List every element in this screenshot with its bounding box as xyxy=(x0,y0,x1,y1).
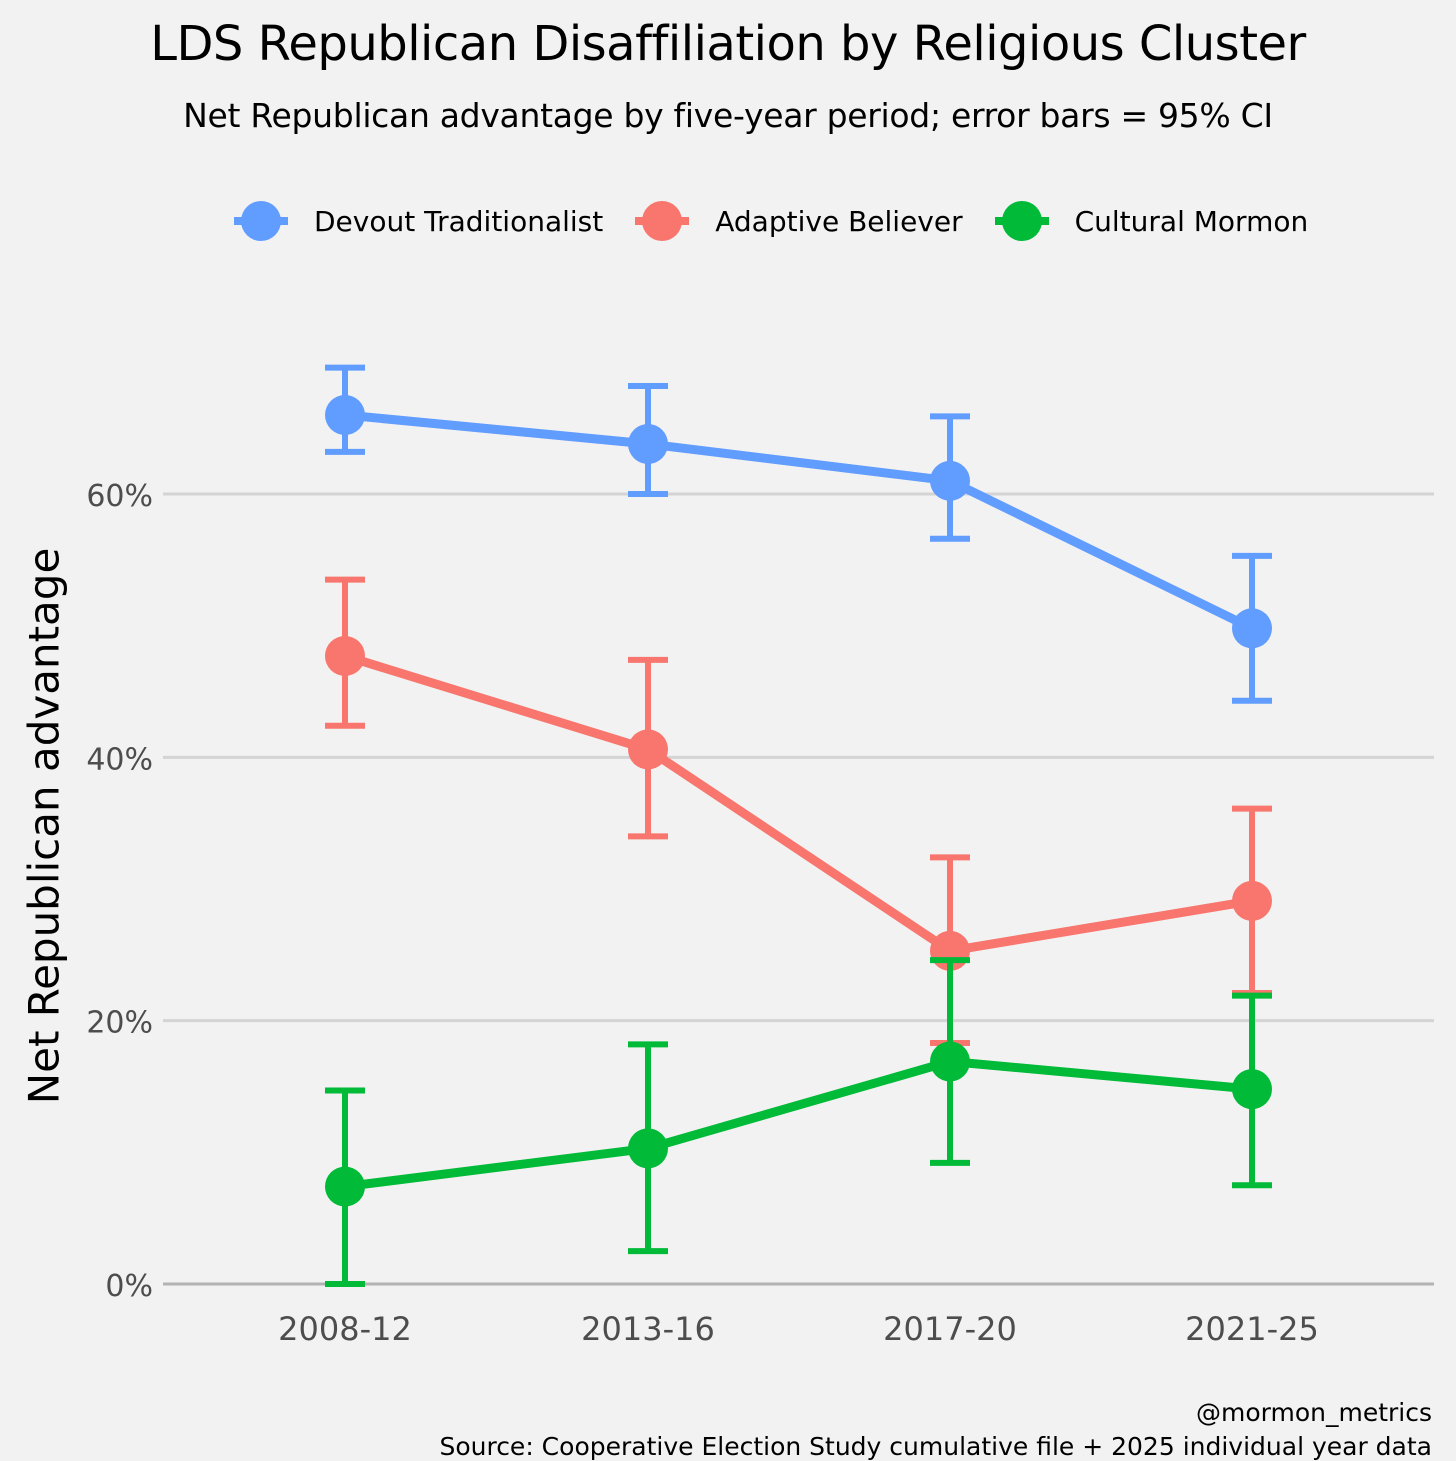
data-point-cultural-mormon xyxy=(325,1166,365,1207)
series-line-devout-traditionalist xyxy=(344,410,1254,633)
data-point-devout-traditionalist xyxy=(930,460,970,501)
legend-item-devout-traditionalist: Devout Traditionalist xyxy=(228,196,603,246)
data-point-devout-traditionalist xyxy=(1232,608,1272,649)
series-line-cultural-mormon xyxy=(344,1056,1253,1192)
y-tick-label: 60% xyxy=(86,479,153,514)
y-tick-label: 0% xyxy=(105,1269,153,1304)
legend: Devout Traditionalist Adaptive Believer … xyxy=(228,196,1334,246)
data-point-devout-traditionalist xyxy=(325,395,365,435)
x-tick-label: 2013-16 xyxy=(581,1310,715,1348)
data-point-cultural-mormon xyxy=(1232,1069,1272,1110)
x-tick-label: 2008-12 xyxy=(278,1310,412,1348)
data-point-cultural-mormon xyxy=(930,1041,970,1082)
caption-handle: @mormon_metrics xyxy=(1195,1398,1432,1427)
chart-subtitle: Net Republican advantage by five-year pe… xyxy=(183,96,1273,135)
data-point-cultural-mormon xyxy=(628,1128,668,1169)
data-point-devout-traditionalist xyxy=(628,423,668,464)
legend-label: Adaptive Believer xyxy=(715,204,963,238)
chart-title: LDS Republican Disaffiliation by Religio… xyxy=(150,16,1306,72)
caption-source: Source: Cooperative Election Study cumul… xyxy=(439,1432,1432,1461)
data-point-adaptive-believer xyxy=(628,729,668,770)
legend-item-cultural-mormon: Cultural Mormon xyxy=(989,196,1309,246)
legend-item-adaptive-believer: Adaptive Believer xyxy=(629,196,963,246)
legend-key-devout-traditionalist xyxy=(228,196,294,246)
legend-key-adaptive-believer xyxy=(629,196,695,246)
x-tick-label: 2021-25 xyxy=(1185,1310,1319,1348)
y-tick-label: 20% xyxy=(86,1006,153,1041)
data-point-adaptive-believer xyxy=(1232,880,1272,921)
legend-label: Devout Traditionalist xyxy=(314,204,604,238)
data-point-adaptive-believer xyxy=(325,635,365,676)
x-tick-label: 2017-20 xyxy=(883,1310,1017,1348)
y-tick-label: 40% xyxy=(86,742,153,777)
series-line-adaptive-believer xyxy=(343,651,1253,956)
legend-label: Cultural Mormon xyxy=(1074,204,1309,238)
legend-key-cultural-mormon xyxy=(989,196,1055,246)
